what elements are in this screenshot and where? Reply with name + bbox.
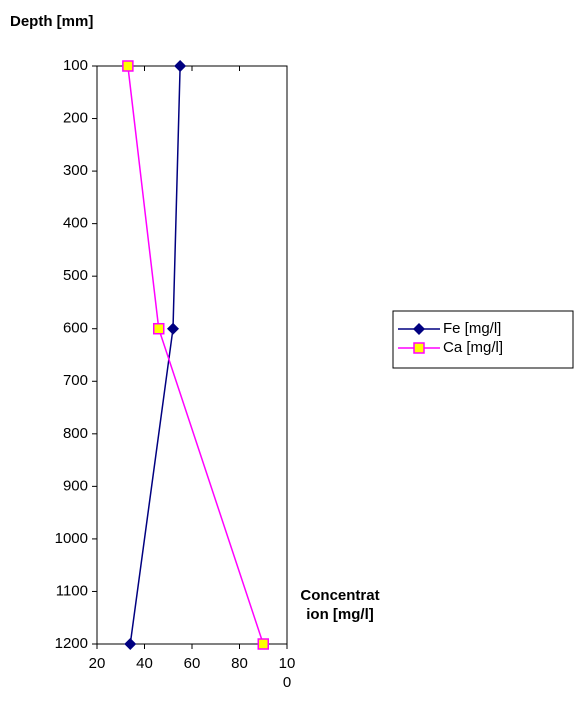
y-tick-label: 300 [63,162,88,179]
x-tick-label: 100 [278,655,296,691]
point [257,638,269,650]
x-tick-label: 40 [136,655,153,672]
y-tick-label: 1100 [56,582,88,599]
x-tick-label: 80 [231,655,248,672]
y-tick-label: 500 [63,267,88,284]
legend-box [392,310,574,369]
y-tick-label: 400 [63,215,88,232]
y-tick-label: 700 [63,372,88,389]
legend-label: Fe [mg/l] [443,320,501,337]
x-tick-label: 60 [183,655,201,672]
y-tick-label: 1000 [55,530,88,547]
point [167,322,179,335]
y-tick-label: 1200 [55,635,88,652]
legend-label: Ca [mg/l] [443,339,503,356]
y-tick-label: 100 [63,57,88,74]
legend-marker [413,342,425,354]
point [174,60,187,72]
plot-frame [96,65,288,645]
point [122,60,134,72]
point [153,322,165,335]
x-axis-title: Concentration [mg/l] [300,587,380,623]
x-tick-label: 20 [88,655,106,672]
y-tick-label: 200 [63,110,88,127]
y-axis-title: Depth [mm] [10,13,93,30]
series-line [127,65,264,645]
y-tick-label: 900 [63,477,88,494]
y-tick-label: 600 [63,320,88,337]
legend-marker [413,323,425,335]
y-tick-label: 800 [63,425,88,442]
point [124,638,137,650]
